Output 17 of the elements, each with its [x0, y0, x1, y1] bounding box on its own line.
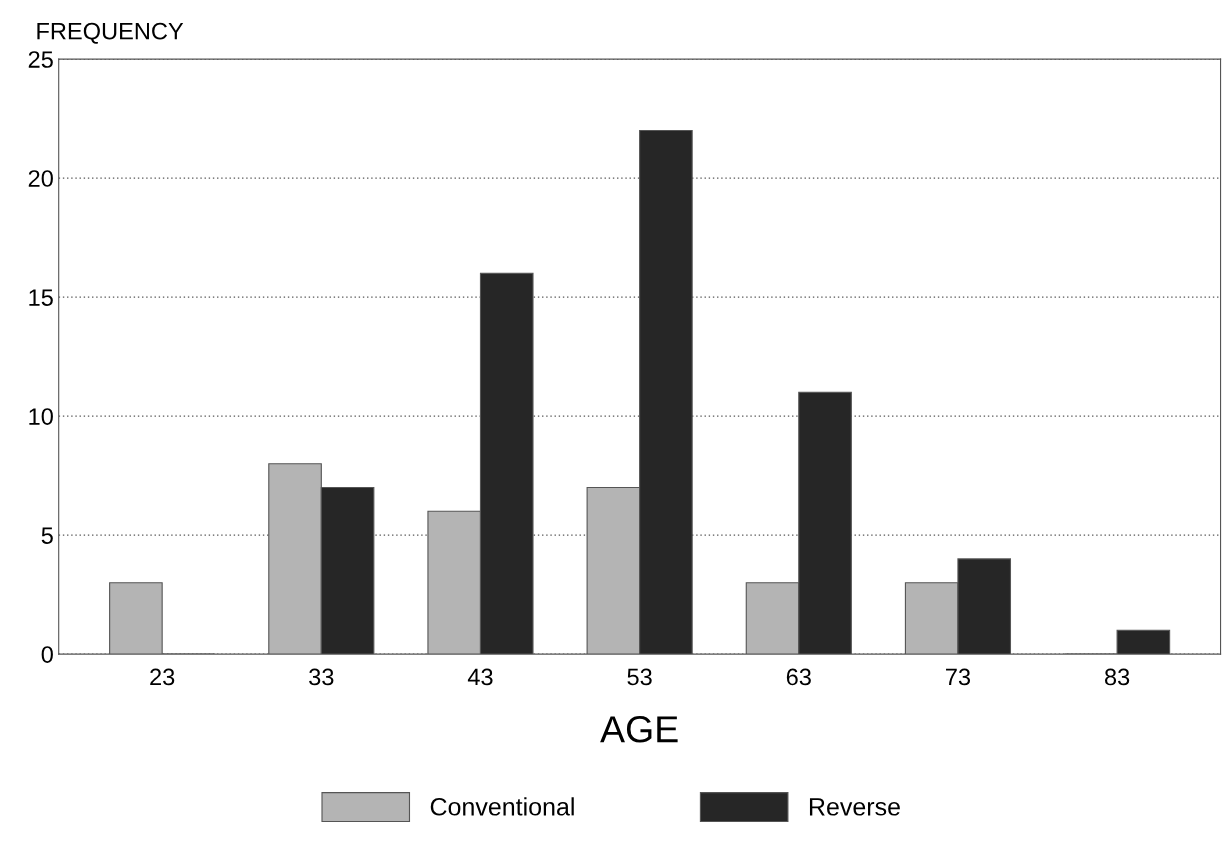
y-tick-label: 5 [41, 527, 53, 544]
x-tick-label: 63 [786, 668, 811, 686]
x-tick-label: 73 [946, 668, 971, 686]
legend-label: Conventional [430, 797, 574, 816]
y-tick-label: 25 [28, 51, 53, 68]
x-tick-label: 33 [309, 668, 334, 686]
x-axis-title: AGE [600, 715, 678, 743]
legend-label: Reverse [809, 798, 900, 816]
y-tick-label: 0 [41, 646, 53, 663]
y-axis-title: FREQUENCY [37, 22, 184, 44]
x-tick-label: 53 [627, 668, 652, 686]
y-tick-label: 10 [29, 408, 53, 425]
x-tick-label: 83 [1105, 668, 1130, 686]
x-tick-label: 43 [467, 668, 493, 686]
y-tick-label: 20 [28, 170, 53, 187]
x-tick-label: 23 [150, 668, 175, 686]
y-tick-label: 15 [29, 289, 53, 306]
